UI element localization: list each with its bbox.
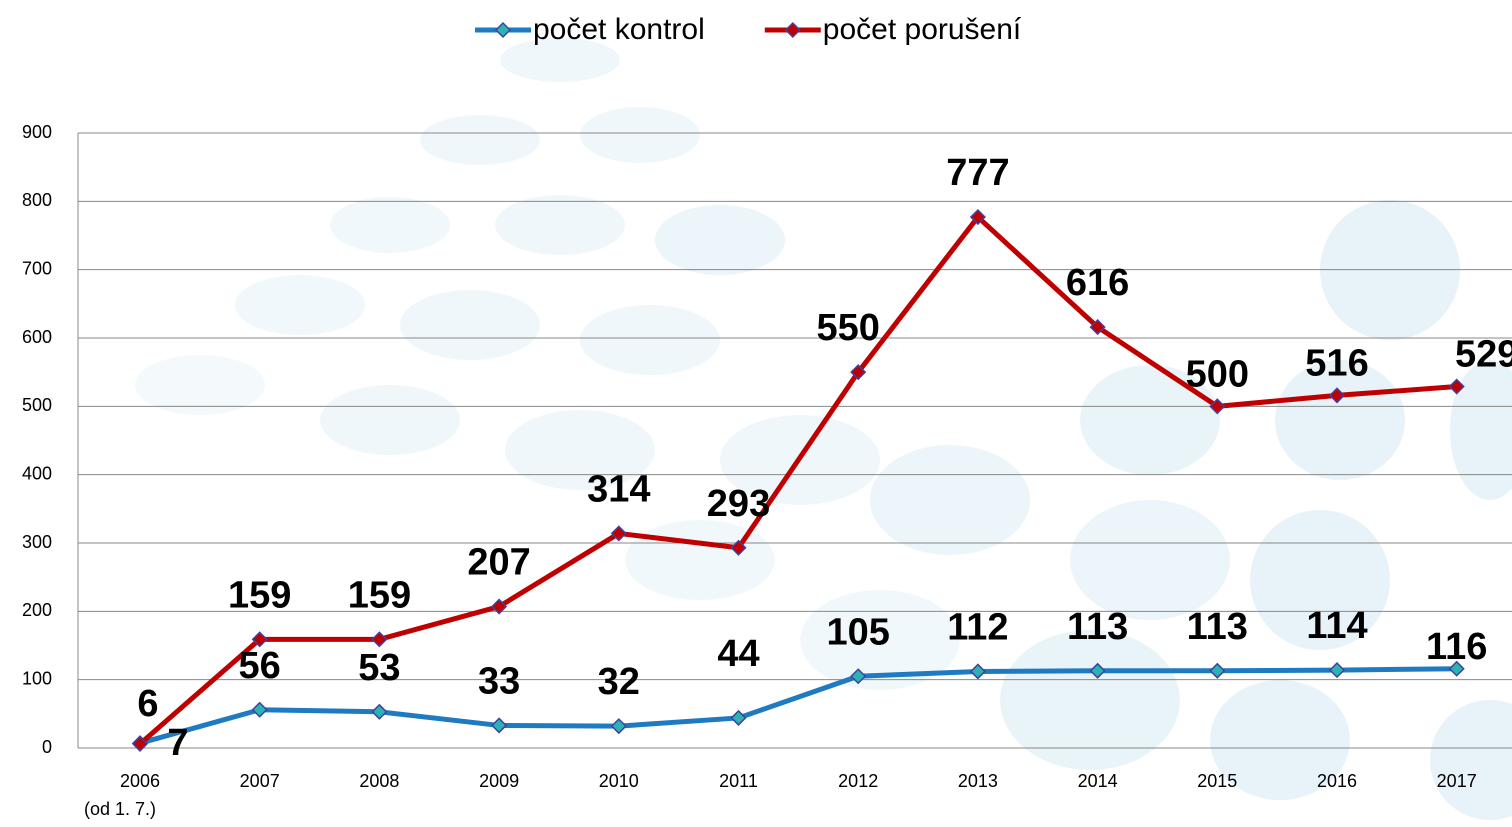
y-tick-label: 300 <box>22 532 52 552</box>
y-tick-label: 800 <box>22 190 52 210</box>
legend-label: počet porušení <box>823 13 1022 46</box>
x-tick-label: 2016 <box>1317 771 1357 791</box>
data-label: 114 <box>1306 605 1367 647</box>
chart: počet kontrol počet porušení 0 100 200 300 40… <box>0 0 1512 827</box>
x-tick-label: 2017 <box>1437 771 1477 791</box>
x-tick-label: 2014 <box>1078 771 1118 791</box>
data-label: 32 <box>598 661 640 703</box>
y-tick-label: 400 <box>22 463 52 483</box>
marker <box>1330 663 1344 677</box>
data-label: 116 <box>1426 626 1487 668</box>
data-label: 159 <box>348 574 411 616</box>
data-label: 56 <box>239 645 281 687</box>
x-tick-label: 2010 <box>599 771 639 791</box>
x-tick-label: 2011 <box>719 771 758 791</box>
data-label: 33 <box>478 660 520 702</box>
data-label: 44 <box>717 633 759 675</box>
legend-marker <box>786 23 800 37</box>
x-tick-label: 2006(od 1. 7.) <box>84 771 160 819</box>
legend-marker <box>496 23 510 37</box>
x-tick-label: 2009 <box>479 771 519 791</box>
data-label: 53 <box>358 647 400 689</box>
y-tick-label: 100 <box>22 668 52 688</box>
y-tick-label: 900 <box>22 122 52 142</box>
marker <box>253 703 267 717</box>
data-label: 159 <box>228 574 291 616</box>
data-label: 105 <box>826 611 889 653</box>
y-tick-label: 200 <box>22 600 52 620</box>
marker <box>612 719 626 733</box>
data-label: 293 <box>707 483 770 525</box>
data-label: 113 <box>1187 606 1248 648</box>
data-label: 207 <box>467 542 530 584</box>
data-label: 112 <box>947 606 1008 648</box>
x-tick-label: 2013 <box>958 771 998 791</box>
marker <box>372 632 386 646</box>
x-tick-label: 2012 <box>838 771 878 791</box>
y-tick-label: 600 <box>22 327 52 347</box>
marker <box>732 711 746 725</box>
y-tick-label: 700 <box>22 258 52 278</box>
data-label: 777 <box>946 152 1009 194</box>
data-label: 616 <box>1066 262 1129 304</box>
x-tick-label: 2007 <box>240 771 280 791</box>
data-label: 550 <box>816 307 879 349</box>
marker <box>971 664 985 678</box>
data-label: 314 <box>587 468 650 510</box>
x-tick-label: 2008 <box>359 771 399 791</box>
data-label: 6 <box>137 683 158 725</box>
y-tick-label: 0 <box>42 737 52 757</box>
data-label: 516 <box>1305 342 1368 384</box>
data-label: 500 <box>1186 353 1249 395</box>
data-label: 7 <box>167 722 188 764</box>
y-tick-label: 500 <box>22 395 52 415</box>
legend: počet kontrol počet porušení <box>475 13 1022 46</box>
data-label: 113 <box>1067 606 1128 648</box>
marker <box>372 705 386 719</box>
marker <box>1210 664 1224 678</box>
marker <box>492 718 506 732</box>
data-label: 529 <box>1455 334 1512 376</box>
x-tick-label: 2015 <box>1197 771 1237 791</box>
background-dots <box>135 38 1512 820</box>
legend-label: počet kontrol <box>533 13 705 46</box>
